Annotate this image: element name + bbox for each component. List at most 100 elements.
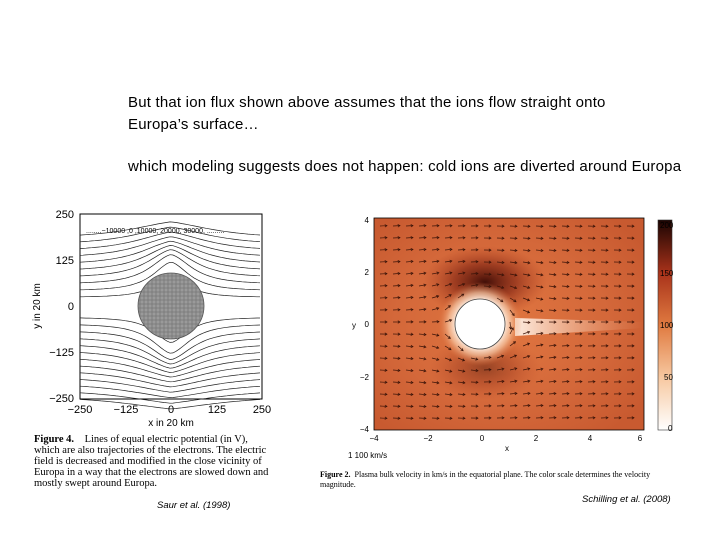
velocity-arrow bbox=[444, 283, 452, 287]
velocity-arrow-head bbox=[462, 224, 466, 228]
velocity-arrow-head bbox=[475, 368, 479, 373]
velocity-arrow-head bbox=[410, 283, 414, 287]
velocity-arrow-head bbox=[631, 404, 635, 408]
velocity-arrow bbox=[561, 273, 570, 275]
velocity-arrow-head bbox=[508, 326, 513, 330]
velocity-arrow-head bbox=[436, 320, 440, 324]
velocity-arrow-head bbox=[605, 260, 609, 264]
equipotential-line bbox=[79, 358, 261, 378]
velocity-arrow bbox=[405, 249, 414, 251]
ytick-250: 250 bbox=[56, 209, 74, 221]
velocity-arrow bbox=[509, 405, 518, 407]
velocity-arrow-head bbox=[423, 259, 427, 263]
velocity-arrow bbox=[522, 261, 530, 264]
velocity-arrow-head bbox=[527, 367, 531, 371]
velocity-arrow-head bbox=[384, 236, 388, 240]
velocity-arrow bbox=[418, 260, 427, 263]
velocity-arrow bbox=[470, 369, 479, 372]
velocity-arrow-head bbox=[462, 416, 466, 420]
velocity-arrow bbox=[496, 285, 504, 289]
velocity-arrow bbox=[418, 369, 426, 372]
velocity-arrow bbox=[522, 309, 530, 313]
velocity-arrow-head bbox=[462, 271, 466, 275]
velocity-arrow-head bbox=[566, 272, 570, 277]
velocity-arrow-head bbox=[436, 416, 440, 420]
velocity-arrow-head bbox=[540, 355, 544, 359]
velocity-arrow-head bbox=[488, 368, 492, 372]
velocity-arrow-head bbox=[605, 368, 609, 372]
velocity-arrow-head bbox=[501, 224, 505, 228]
velocity-arrow bbox=[548, 237, 557, 239]
velocity-arrow-head bbox=[527, 285, 531, 289]
velocity-arrow-head bbox=[397, 248, 401, 252]
velocity-arrow-head bbox=[514, 248, 518, 253]
velocity-arrow bbox=[405, 296, 414, 299]
velocity-arrow bbox=[431, 381, 439, 384]
velocity-arrow bbox=[431, 283, 439, 287]
velocity-arrow bbox=[444, 357, 452, 361]
velocity-arrow-head bbox=[553, 236, 557, 240]
velocity-arrow-head bbox=[384, 272, 388, 276]
velocity-arrow bbox=[561, 357, 570, 359]
velocity-arrow-head bbox=[449, 236, 453, 240]
velocity-arrow-head bbox=[397, 283, 401, 288]
velocity-arrow-head bbox=[592, 380, 596, 384]
velocity-arrow-head bbox=[449, 319, 453, 323]
velocity-arrow-head bbox=[592, 284, 596, 288]
velocity-arrow bbox=[392, 261, 401, 263]
equipotential-line bbox=[79, 317, 260, 343]
velocity-arrow-head bbox=[566, 344, 570, 348]
velocity-arrow-head bbox=[488, 284, 492, 289]
velocity-arrow-head bbox=[618, 404, 622, 408]
velocity-arrow bbox=[548, 261, 557, 264]
equipotential-line bbox=[79, 379, 261, 393]
velocity-arrow bbox=[535, 285, 543, 288]
velocity-arrow-head bbox=[423, 295, 427, 299]
velocity-arrow-head bbox=[592, 368, 596, 372]
velocity-arrow bbox=[496, 355, 504, 359]
velocity-arrow bbox=[418, 333, 427, 336]
velocity-arrow-head bbox=[579, 368, 583, 372]
velocity-arrow bbox=[496, 380, 505, 383]
right-citation: Schilling et al. (2008) bbox=[582, 494, 671, 505]
velocity-arrow-head bbox=[631, 344, 635, 348]
equipotential-line bbox=[79, 231, 261, 249]
velocity-arrow bbox=[418, 237, 427, 239]
velocity-arrow-head bbox=[526, 310, 531, 314]
velocity-arrow-head bbox=[566, 391, 570, 396]
velocity-arrow-head bbox=[579, 308, 583, 312]
velocity-arrow-head bbox=[605, 236, 609, 240]
velocity-arrow bbox=[457, 283, 465, 287]
colorbar bbox=[657, 219, 673, 431]
velocity-arrow-head bbox=[566, 224, 570, 228]
velocity-arrow bbox=[561, 297, 570, 299]
velocity-arrow bbox=[431, 237, 440, 239]
velocity-arrow-head bbox=[384, 248, 388, 252]
velocity-arrow-head bbox=[527, 273, 531, 277]
velocity-arrow bbox=[405, 405, 414, 407]
velocity-arrow-head bbox=[384, 356, 388, 360]
velocity-arrow-head bbox=[592, 236, 596, 240]
velocity-arrow-head bbox=[488, 260, 492, 264]
equipotential-line bbox=[79, 226, 261, 243]
velocity-arrow-head bbox=[631, 416, 635, 420]
velocity-arrow-head bbox=[527, 403, 531, 408]
velocity-arrow-head bbox=[592, 260, 596, 264]
velocity-arrow bbox=[418, 381, 426, 384]
velocity-arrow-head bbox=[384, 320, 388, 324]
velocity-arrow-head bbox=[436, 345, 440, 350]
velocity-arrow bbox=[444, 405, 453, 407]
velocity-arrow-head bbox=[449, 404, 453, 409]
velocity-arrow-head bbox=[501, 273, 505, 277]
velocity-arrow-head bbox=[553, 224, 557, 228]
velocity-arrow bbox=[431, 307, 439, 311]
velocity-arrow-head bbox=[384, 344, 388, 348]
plot-frame bbox=[373, 217, 645, 431]
velocity-arrow-head bbox=[540, 403, 544, 408]
velocity-arrow-head bbox=[631, 296, 635, 300]
velocity-arrow-head bbox=[436, 392, 440, 397]
velocity-arrow-head bbox=[384, 308, 388, 312]
velocity-arrow-head bbox=[592, 308, 596, 312]
velocity-arrow-head bbox=[540, 331, 544, 335]
velocity-arrow bbox=[457, 260, 466, 263]
